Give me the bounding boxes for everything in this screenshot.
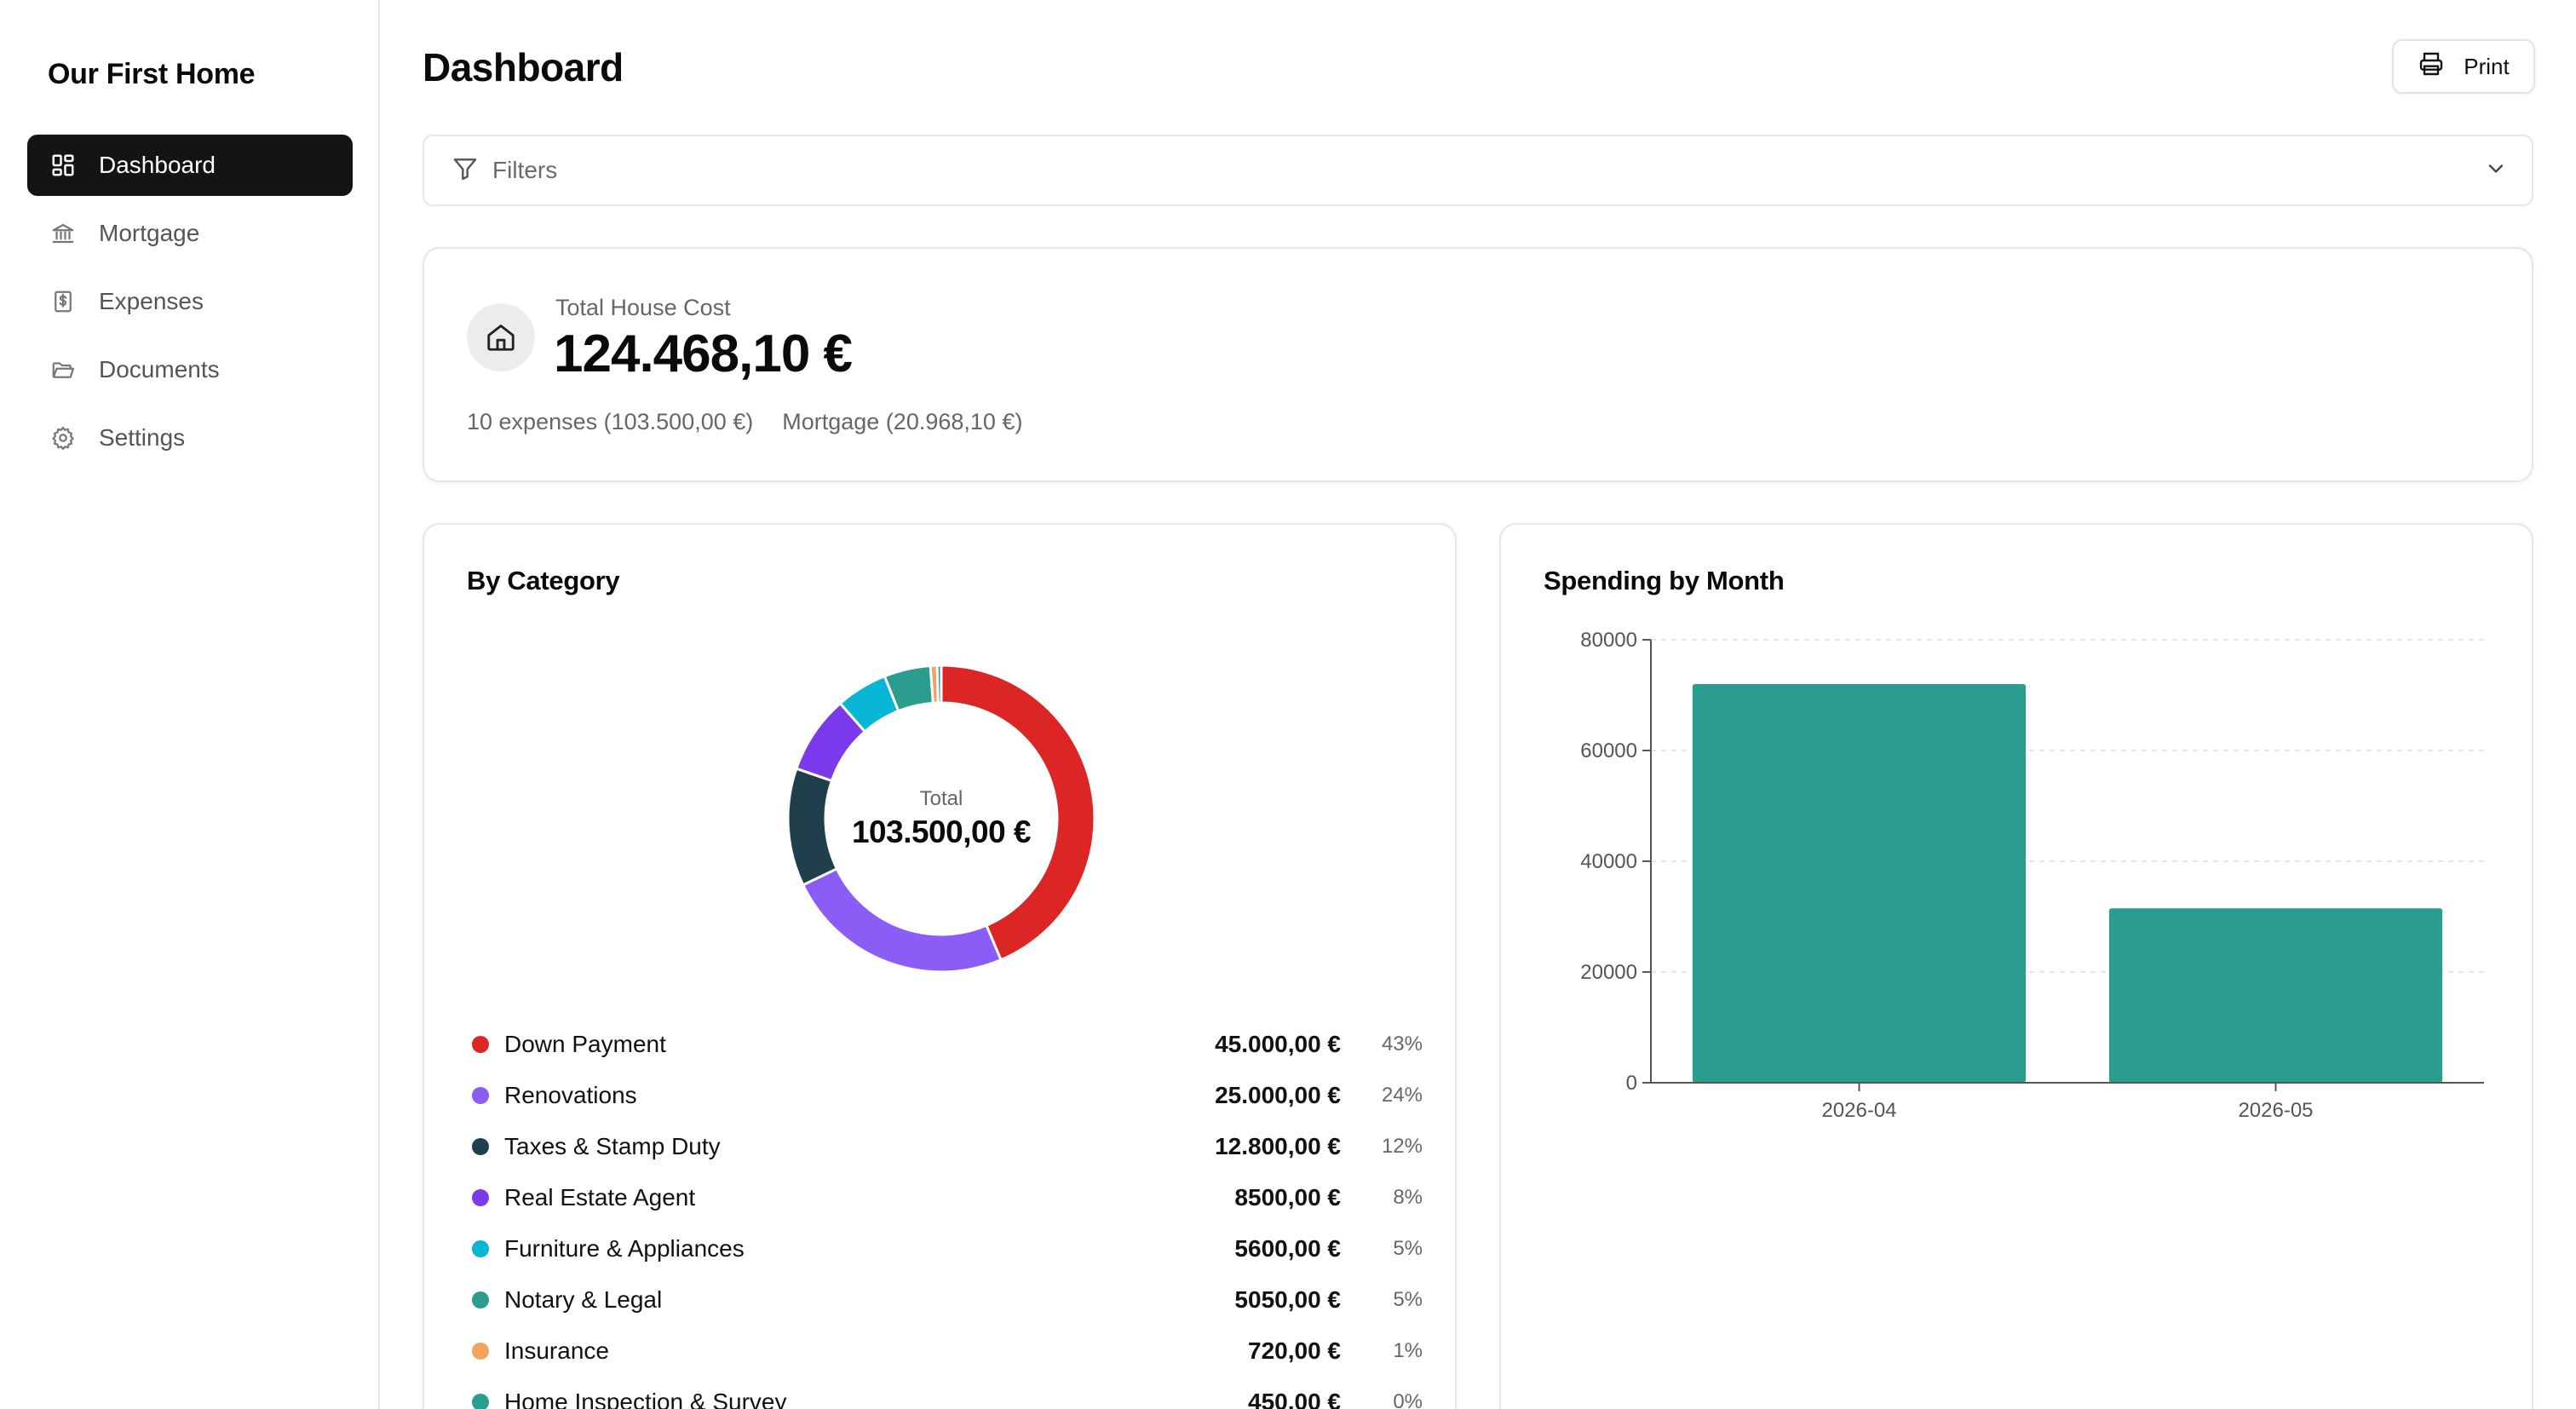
sidebar-item-mortgage[interactable]: Mortgage — [27, 203, 353, 264]
by-category-title: By Category — [467, 566, 620, 595]
receipt-icon — [49, 288, 77, 315]
print-label: Print — [2464, 53, 2510, 79]
sidebar-item-settings[interactable]: Settings — [27, 407, 353, 469]
legend-dot — [472, 1240, 489, 1257]
y-tick-label: 80000 — [1580, 629, 1637, 652]
legend-category-percent: 1% — [1393, 1339, 1423, 1362]
spending-by-month-card: Spending by Month 0 20000 40000 60000 80000 2… — [1499, 523, 2533, 1409]
legend-row: Real Estate Agent 8500,00 € 8% — [467, 1172, 1423, 1223]
x-tick-label: 2026-04 — [1821, 1099, 1896, 1122]
legend-category-amount: 45.000,00 € — [1215, 1031, 1341, 1057]
spending-bar-chart: 0 20000 40000 60000 80000 2026-04 2026-05 — [1580, 629, 2484, 1122]
y-tick-label: 60000 — [1580, 739, 1637, 762]
legend-category-percent: 0% — [1393, 1390, 1423, 1409]
category-donut-chart: Total 103.500,00 € — [784, 661, 1099, 976]
legend-category-amount: 25.000,00 € — [1215, 1082, 1341, 1108]
bar-2026-04[interactable] — [1692, 684, 2027, 1083]
legend-category-name: Taxes & Stamp Duty — [504, 1133, 721, 1159]
folder-icon — [49, 356, 77, 383]
legend-dot — [472, 1036, 489, 1053]
chevron-down-icon — [2484, 157, 2508, 185]
bank-icon — [49, 220, 77, 247]
legend-row: Down Payment 45.000,00 € 43% — [467, 1019, 1423, 1070]
legend-category-amount: 8500,00 € — [1234, 1184, 1341, 1211]
legend-category-name: Real Estate Agent — [504, 1184, 696, 1211]
legend-category-name: Home Inspection & Survey — [504, 1389, 787, 1409]
legend-category-amount: 5050,00 € — [1234, 1286, 1341, 1313]
y-tick-label: 40000 — [1580, 850, 1637, 873]
legend-category-amount: 450,00 € — [1248, 1389, 1341, 1409]
house-icon — [467, 303, 535, 371]
spending-by-month-title: Spending by Month — [1544, 566, 1785, 595]
category-legend: Down Payment 45.000,00 € 43% Renovations 25.… — [467, 1019, 1423, 1409]
filter-icon — [451, 155, 479, 187]
y-tick-label: 20000 — [1580, 961, 1637, 984]
legend-category-percent: 5% — [1393, 1288, 1423, 1311]
app-title: Our First Home — [48, 58, 256, 90]
total-cost-label: Total House Cost — [555, 295, 731, 320]
main-content: Dashboard Print Filters — [380, 0, 2576, 1409]
legend-dot — [472, 1138, 489, 1155]
legend-category-percent: 43% — [1381, 1032, 1423, 1055]
page-title: Dashboard — [423, 45, 624, 89]
legend-category-percent: 12% — [1381, 1135, 1423, 1158]
x-tick-label: 2026-05 — [2238, 1099, 2313, 1122]
sidebar-item-label: Expenses — [99, 288, 204, 314]
donut-slice-1[interactable] — [801, 866, 1003, 974]
donut-slice-0[interactable] — [940, 664, 1096, 962]
legend-dot — [472, 1291, 489, 1308]
legend-category-percent: 5% — [1393, 1237, 1423, 1260]
dashboard-icon — [49, 152, 77, 179]
sidebar-nav: Dashboard Mortgage — [27, 135, 353, 475]
sidebar-item-label: Dashboard — [99, 152, 216, 178]
legend-row: Taxes & Stamp Duty 12.800,00 € 12% — [467, 1121, 1423, 1172]
y-tick-label: 0 — [1626, 1072, 1637, 1095]
sidebar-item-expenses[interactable]: Expenses — [27, 271, 353, 332]
donut-svg — [786, 664, 1096, 974]
sidebar-item-label: Settings — [99, 424, 186, 451]
filters-toggle[interactable]: Filters — [423, 135, 2533, 206]
legend-category-name: Down Payment — [504, 1031, 666, 1057]
legend-dot — [472, 1394, 489, 1409]
legend-dot — [472, 1343, 489, 1360]
legend-category-name: Renovations — [504, 1082, 637, 1108]
printer-icon — [2418, 50, 2445, 83]
legend-category-amount: 5600,00 € — [1234, 1235, 1341, 1262]
legend-category-percent: 24% — [1381, 1084, 1423, 1107]
total-cost-value: 124.468,10 € — [554, 325, 853, 383]
legend-category-name: Notary & Legal — [504, 1286, 663, 1313]
legend-row: Notary & Legal 5050,00 € 5% — [467, 1274, 1423, 1326]
sidebar-item-dashboard[interactable]: Dashboard — [27, 135, 353, 196]
legend-category-amount: 720,00 € — [1248, 1337, 1341, 1364]
legend-category-amount: 12.800,00 € — [1215, 1133, 1341, 1159]
sidebar-item-label: Documents — [99, 356, 220, 382]
legend-row: Furniture & Appliances 5600,00 € 5% — [467, 1223, 1423, 1274]
legend-category-name: Furniture & Appliances — [504, 1235, 745, 1262]
sidebar-item-label: Mortgage — [99, 220, 200, 246]
filters-label: Filters — [492, 157, 558, 183]
by-category-card: By Category Total 103.500,00 € Down Paym… — [423, 523, 1457, 1409]
bar-2026-05[interactable] — [2108, 908, 2443, 1083]
sidebar-item-documents[interactable]: Documents — [27, 339, 353, 400]
expenses-summary: 10 expenses (103.500,00 €) — [467, 409, 754, 434]
mortgage-summary: Mortgage (20.968,10 €) — [782, 409, 1023, 434]
donut-slice-7[interactable] — [935, 664, 943, 704]
legend-row: Insurance 720,00 € 1% — [467, 1326, 1423, 1377]
legend-category-percent: 8% — [1393, 1186, 1423, 1209]
donut-center-label: Total — [919, 787, 963, 810]
legend-dot — [472, 1087, 489, 1104]
legend-dot — [472, 1189, 489, 1206]
legend-category-name: Insurance — [504, 1337, 609, 1364]
print-button[interactable]: Print — [2392, 39, 2535, 94]
sidebar: Our First Home Dashboard — [0, 0, 380, 1409]
total-cost-card: Total House Cost 124.468,10 € 10 expense… — [423, 247, 2533, 482]
donut-center-value: 103.500,00 € — [851, 814, 1032, 849]
gear-icon — [49, 424, 77, 451]
total-cost-breakdown: 10 expenses (103.500,00 €) Mortgage (20.… — [467, 409, 1022, 435]
legend-row: Home Inspection & Survey 450,00 € 0% — [467, 1377, 1423, 1409]
legend-row: Renovations 25.000,00 € 24% — [467, 1070, 1423, 1121]
